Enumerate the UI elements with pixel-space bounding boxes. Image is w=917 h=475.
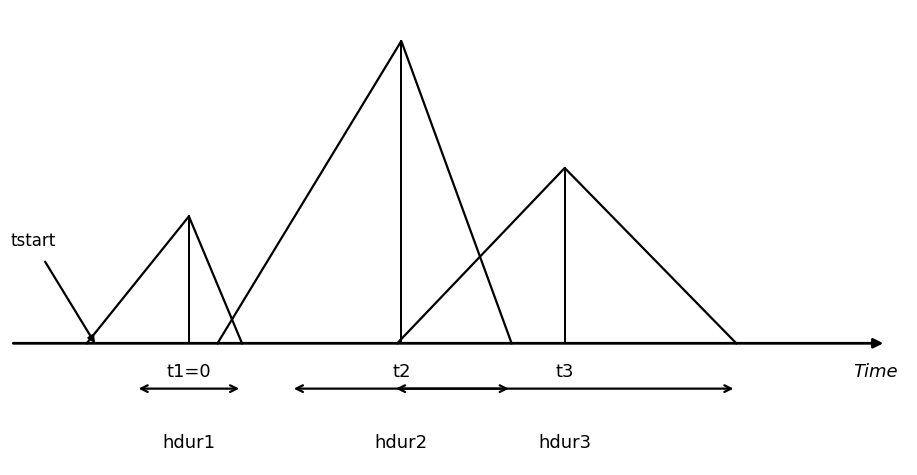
Text: t2: t2: [392, 363, 411, 381]
Text: hdur2: hdur2: [375, 434, 428, 452]
Text: tstart: tstart: [11, 232, 56, 249]
Text: Time: Time: [853, 363, 898, 381]
Text: t3: t3: [556, 363, 574, 381]
Text: t1=0: t1=0: [167, 363, 211, 381]
Text: hdur1: hdur1: [162, 434, 215, 452]
Text: hdur3: hdur3: [538, 434, 591, 452]
